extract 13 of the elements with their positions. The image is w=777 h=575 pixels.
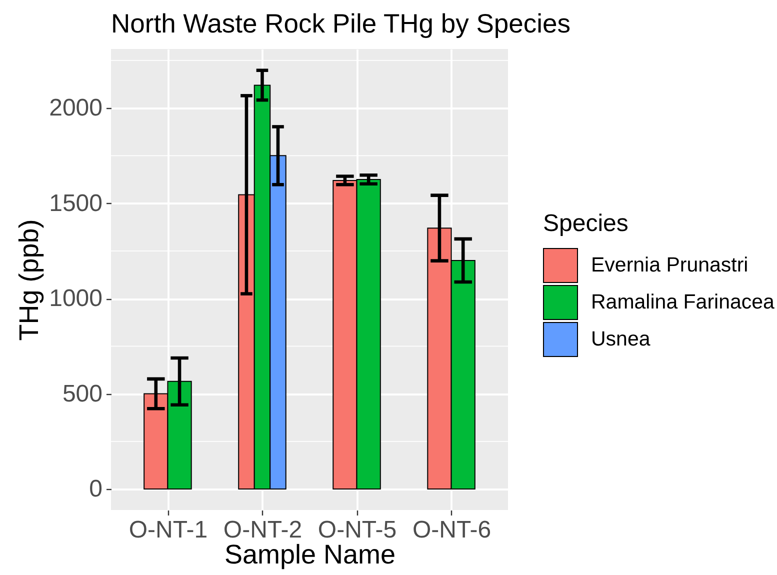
y-tick-label: 1500 (49, 190, 102, 217)
y-tick-label: 1000 (49, 285, 102, 312)
y-axis-title: THg (ppb) (14, 219, 44, 341)
legend-label: Evernia Prunastri (591, 254, 748, 276)
legend-label: Usnea (591, 328, 651, 350)
y-tick-label: 0 (89, 476, 102, 503)
y-tick-label: 500 (62, 380, 102, 408)
x-tick-label: O-NT-1 (128, 516, 208, 544)
x-tick-label: O-NT-6 (412, 516, 492, 544)
chart-title: North Waste Rock Pile THg by Species (111, 8, 571, 38)
legend-label: Ramalina Farinacea (591, 290, 776, 314)
y-tick-label: 2000 (49, 94, 102, 122)
legend-title: Species (543, 210, 628, 237)
